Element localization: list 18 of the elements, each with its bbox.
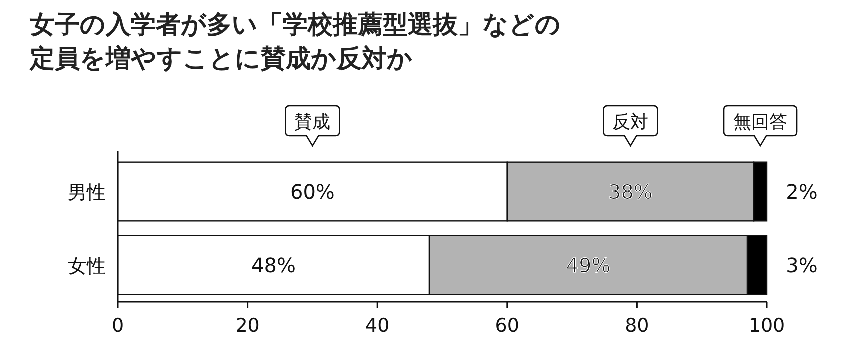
data-label: 3% xyxy=(786,253,818,278)
x-tick-label: 0 xyxy=(112,315,124,337)
data-label: 49% xyxy=(566,253,611,278)
data-label: 38% xyxy=(608,180,653,204)
series-label: 反対 xyxy=(612,112,649,133)
series-label: 賛成 xyxy=(294,112,331,133)
data-label: 60% xyxy=(290,180,335,204)
y-tick-label: 女性 xyxy=(68,255,106,278)
data-label: 48% xyxy=(252,253,296,278)
x-tick-label: 40 xyxy=(366,315,390,337)
x-tick-label: 80 xyxy=(625,315,650,337)
data-label: 2% xyxy=(786,180,818,204)
x-tick-label: 60 xyxy=(495,315,520,337)
x-tick-label: 100 xyxy=(748,315,786,337)
y-tick-label: 男性 xyxy=(68,182,106,204)
x-tick-label: 20 xyxy=(236,315,260,337)
chart-title: 女子の入学者が多い「学校推薦型選抜」などの定員を増やすことに賛成か反対か xyxy=(30,9,562,75)
series-label: 無回答 xyxy=(734,112,788,133)
